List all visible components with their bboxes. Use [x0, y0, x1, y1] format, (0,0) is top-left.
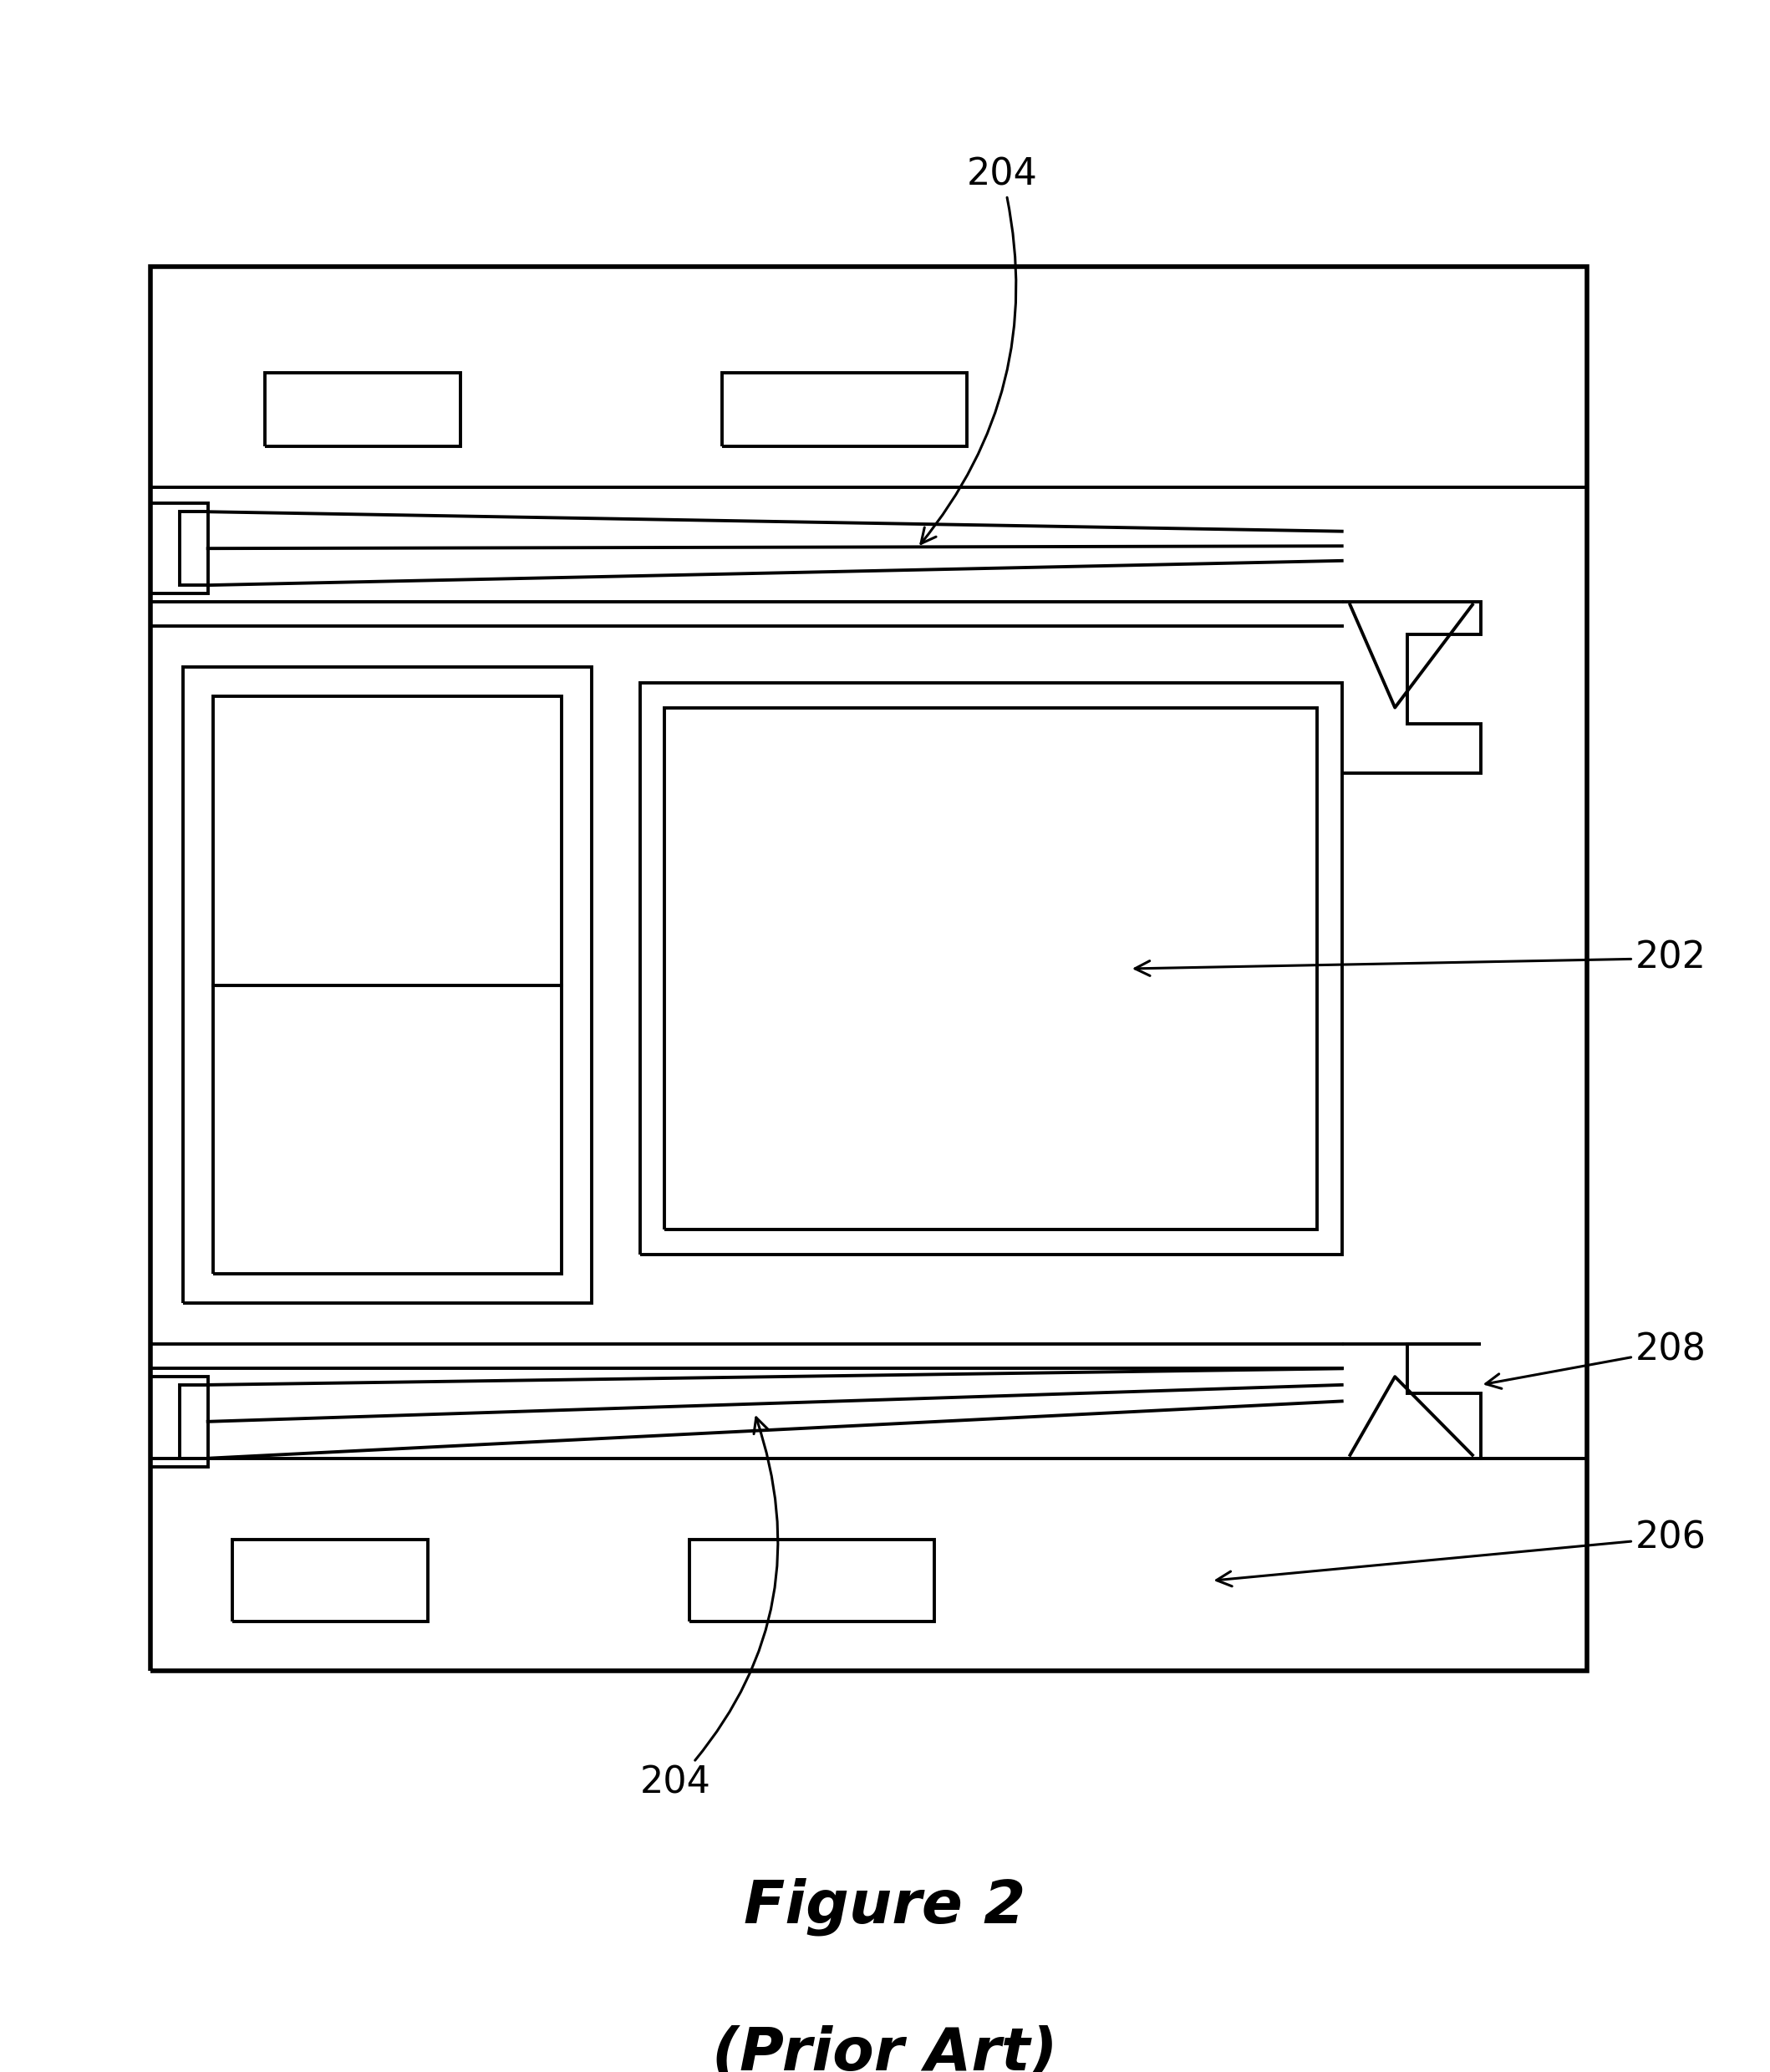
Text: 206: 206	[1216, 1519, 1706, 1587]
Text: 202: 202	[1135, 941, 1706, 976]
Text: 204: 204	[641, 1417, 779, 1801]
Text: (Prior Art): (Prior Art)	[712, 2024, 1058, 2072]
Text: 204: 204	[920, 157, 1037, 543]
Text: 208: 208	[1485, 1332, 1706, 1388]
Text: Figure 2: Figure 2	[743, 1877, 1027, 1935]
